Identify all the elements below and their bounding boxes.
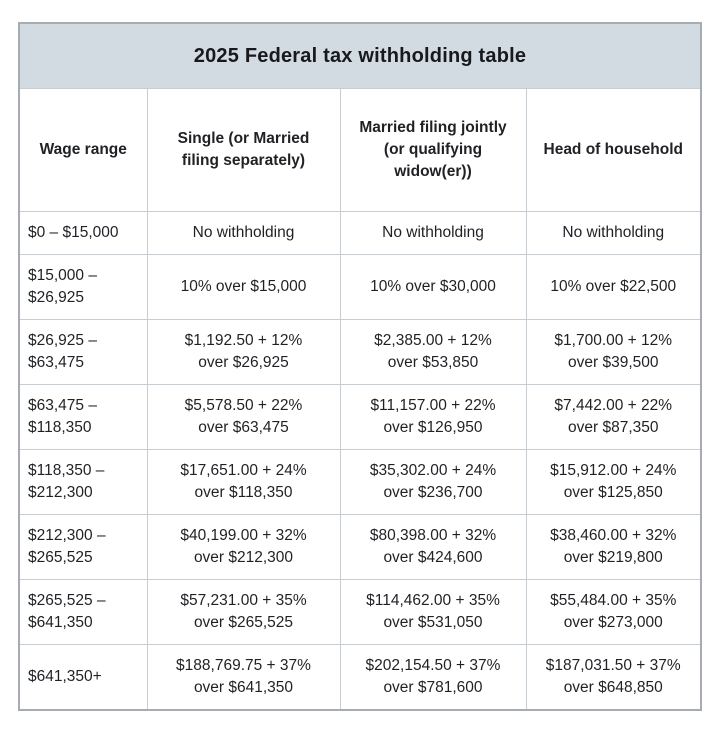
withholding-cell: $2,385.00 + 12% over $53,850 xyxy=(339,319,527,385)
withholding-cell: $7,442.00 + 22% over $87,350 xyxy=(525,384,702,450)
tax-withholding-table: 2025 Federal tax withholding table Wage … xyxy=(18,22,702,711)
withholding-cell: $57,231.00 + 35% over $265,525 xyxy=(146,579,341,645)
withholding-cell: 10% over $15,000 xyxy=(146,254,341,320)
withholding-cell: $40,199.00 + 32% over $212,300 xyxy=(146,514,341,580)
table-row: $641,350+ $188,769.75 + 37% over $641,350… xyxy=(18,644,702,711)
title-row: 2025 Federal tax withholding table xyxy=(18,22,702,89)
table-title: 2025 Federal tax withholding table xyxy=(18,22,702,89)
column-header-wage-range: Wage range xyxy=(18,88,148,212)
withholding-cell: $1,700.00 + 12% over $39,500 xyxy=(525,319,702,385)
table-row: $118,350 – $212,300 $17,651.00 + 24% over… xyxy=(18,449,702,515)
wage-range-cell: $15,000 – $26,925 xyxy=(18,254,148,320)
withholding-cell: 10% over $22,500 xyxy=(525,254,702,320)
table-row: $212,300 – $265,525 $40,199.00 + 32% over… xyxy=(18,514,702,580)
withholding-cell: $80,398.00 + 32% over $424,600 xyxy=(339,514,527,580)
table-row: $26,925 – $63,475 $1,192.50 + 12% over $2… xyxy=(18,319,702,385)
withholding-cell: $15,912.00 + 24% over $125,850 xyxy=(525,449,702,515)
wage-range-cell: $212,300 – $265,525 xyxy=(18,514,148,580)
wage-range-cell: $0 – $15,000 xyxy=(18,211,148,255)
table-row: $265,525 – $641,350 $57,231.00 + 35% over… xyxy=(18,579,702,645)
withholding-cell: No withholding xyxy=(339,211,527,255)
withholding-cell: $55,484.00 + 35% over $273,000 xyxy=(525,579,702,645)
header-row: Wage range Single (or Married filing sep… xyxy=(18,88,702,212)
wage-range-cell: $63,475 – $118,350 xyxy=(18,384,148,450)
wage-range-cell: $265,525 – $641,350 xyxy=(18,579,148,645)
column-header-single: Single (or Married filing separately) xyxy=(146,88,341,212)
table-row: $15,000 – $26,925 10% over $15,000 10% ove… xyxy=(18,254,702,320)
withholding-cell: $38,460.00 + 32% over $219,800 xyxy=(525,514,702,580)
withholding-cell: $35,302.00 + 24% over $236,700 xyxy=(339,449,527,515)
wage-range-cell: $118,350 – $212,300 xyxy=(18,449,148,515)
withholding-cell: No withholding xyxy=(146,211,341,255)
withholding-cell: No withholding xyxy=(525,211,702,255)
withholding-cell: $187,031.50 + 37% over $648,850 xyxy=(525,644,702,711)
column-header-head-of-household: Head of household xyxy=(525,88,702,212)
table-row: $63,475 – $118,350 $5,578.50 + 22% over $… xyxy=(18,384,702,450)
withholding-cell: $1,192.50 + 12% over $26,925 xyxy=(146,319,341,385)
withholding-cell: $11,157.00 + 22% over $126,950 xyxy=(339,384,527,450)
wage-range-cell: $641,350+ xyxy=(18,644,148,711)
withholding-cell: $5,578.50 + 22% over $63,475 xyxy=(146,384,341,450)
withholding-cell: $17,651.00 + 24% over $118,350 xyxy=(146,449,341,515)
table-row: $0 – $15,000 No withholding No withholding… xyxy=(18,211,702,255)
withholding-cell: $188,769.75 + 37% over $641,350 xyxy=(146,644,341,711)
withholding-cell: $114,462.00 + 35% over $531,050 xyxy=(339,579,527,645)
table-body: $0 – $15,000 No withholding No withholding… xyxy=(18,211,702,711)
withholding-cell: $202,154.50 + 37% over $781,600 xyxy=(339,644,527,711)
column-header-married-filing-jointly: Married filing jointly (or qualifying wi… xyxy=(339,88,527,212)
wage-range-cell: $26,925 – $63,475 xyxy=(18,319,148,385)
withholding-cell: 10% over $30,000 xyxy=(339,254,527,320)
